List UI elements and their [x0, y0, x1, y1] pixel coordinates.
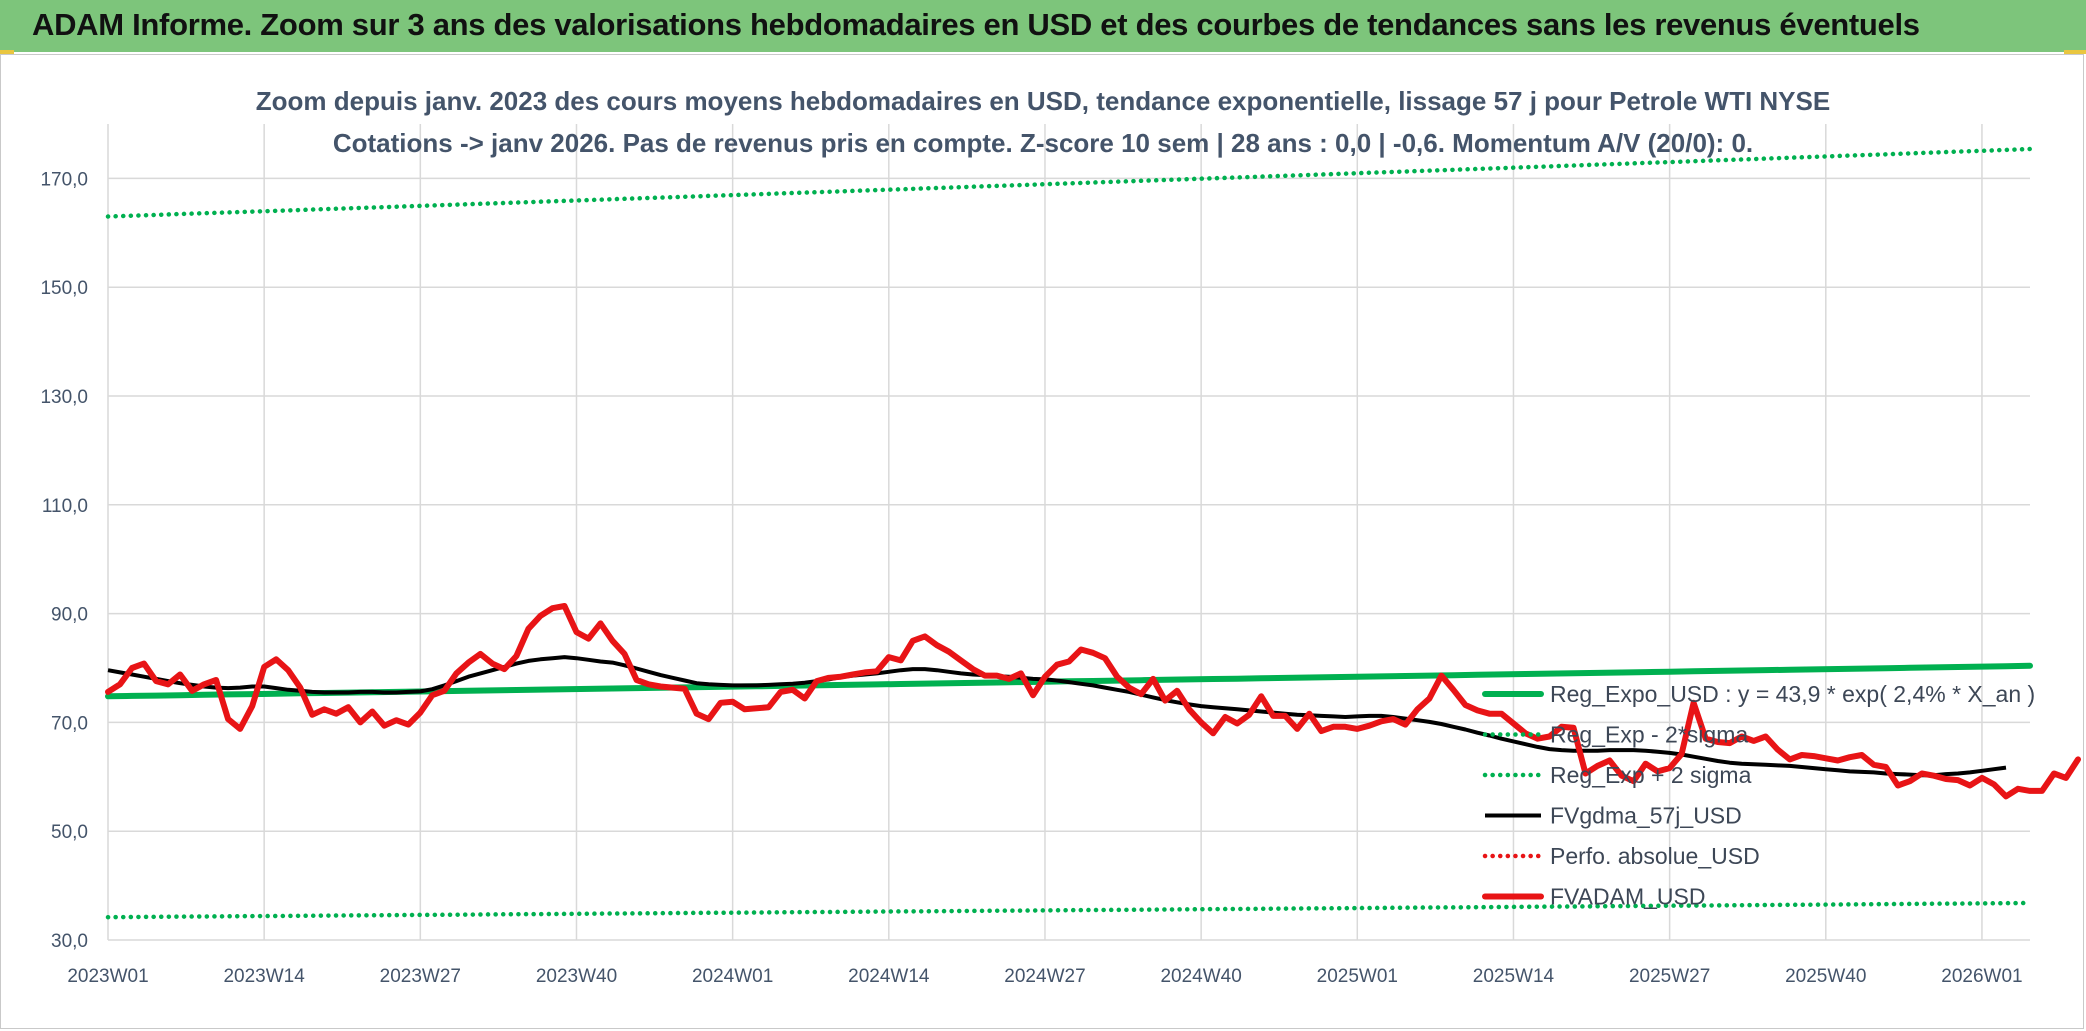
- y-tick-label: 30,0: [51, 931, 88, 952]
- x-tick-label: 2025W01: [1317, 966, 1398, 987]
- x-tick-label: 2024W01: [692, 966, 773, 987]
- y-tick-label: 70,0: [51, 713, 88, 734]
- report-banner: ADAM Informe. Zoom sur 3 ans des valoris…: [0, 0, 2086, 52]
- y-tick-label: 110,0: [42, 496, 88, 517]
- series-line-adam: [105, 603, 2081, 800]
- y-tick-label: 170,0: [40, 169, 88, 190]
- banner-accent-left: [0, 50, 14, 54]
- y-tick-label: 130,0: [40, 387, 88, 408]
- series-line-minus: [105, 900, 2033, 920]
- legend-label-plus: Reg_Exp + 2 sigma: [1550, 762, 1752, 788]
- legend-label-reg: Reg_Expo_USD : y = 43,9 * exp( 2,4% * X_…: [1550, 681, 2035, 707]
- series-line-plus: [105, 146, 2033, 219]
- x-tick-label: 2024W27: [1004, 966, 1085, 987]
- x-tick-label: 2023W40: [536, 966, 617, 987]
- x-tick-label: 2024W14: [848, 966, 930, 987]
- x-tick-label: 2026W01: [1941, 966, 2022, 987]
- x-tick-label: 2025W27: [1629, 966, 1710, 987]
- plot-area: [105, 146, 2081, 920]
- legend-label-minus: Reg_Exp - 2*sigma: [1550, 722, 1748, 748]
- chart-subtitle: Cotations -> janv 2026. Pas de revenus p…: [333, 128, 1753, 158]
- y-tick-label: 50,0: [51, 822, 88, 843]
- grid-lines: [107, 124, 2030, 941]
- x-tick-label: 2023W27: [380, 966, 461, 987]
- x-tick-label: 2025W40: [1785, 966, 1866, 987]
- y-tick-label: 150,0: [40, 278, 88, 299]
- legend-label-perf: Perfo. absolue_USD: [1550, 843, 1760, 869]
- chart-frame: [0, 54, 2084, 1029]
- legend-label-ma: FVgdma_57j_USD: [1550, 803, 1742, 829]
- axis-labels: 30,0 50,0 70,0 90,0 110,0 130,0 150,0 170,0 2023…: [40, 169, 2022, 987]
- legend: Reg_Expo_USD : y = 43,9 * exp( 2,4% * X_…: [1482, 681, 2035, 910]
- series-line-ma: [107, 655, 2007, 778]
- x-tick-label: 2023W01: [67, 966, 148, 987]
- banner-accent-right: [2064, 50, 2086, 54]
- report-title: ADAM Informe. Zoom sur 3 ans des valoris…: [32, 7, 1920, 42]
- x-tick-label: 2023W14: [223, 966, 305, 987]
- y-tick-label: 90,0: [51, 605, 88, 626]
- x-tick-label: 2024W40: [1160, 966, 1241, 987]
- chart-title: Zoom depuis janv. 2023 des cours moyens …: [256, 86, 1830, 116]
- x-tick-label: 2025W14: [1473, 966, 1555, 987]
- legend-label-adam: FVADAM_USD: [1550, 884, 1706, 910]
